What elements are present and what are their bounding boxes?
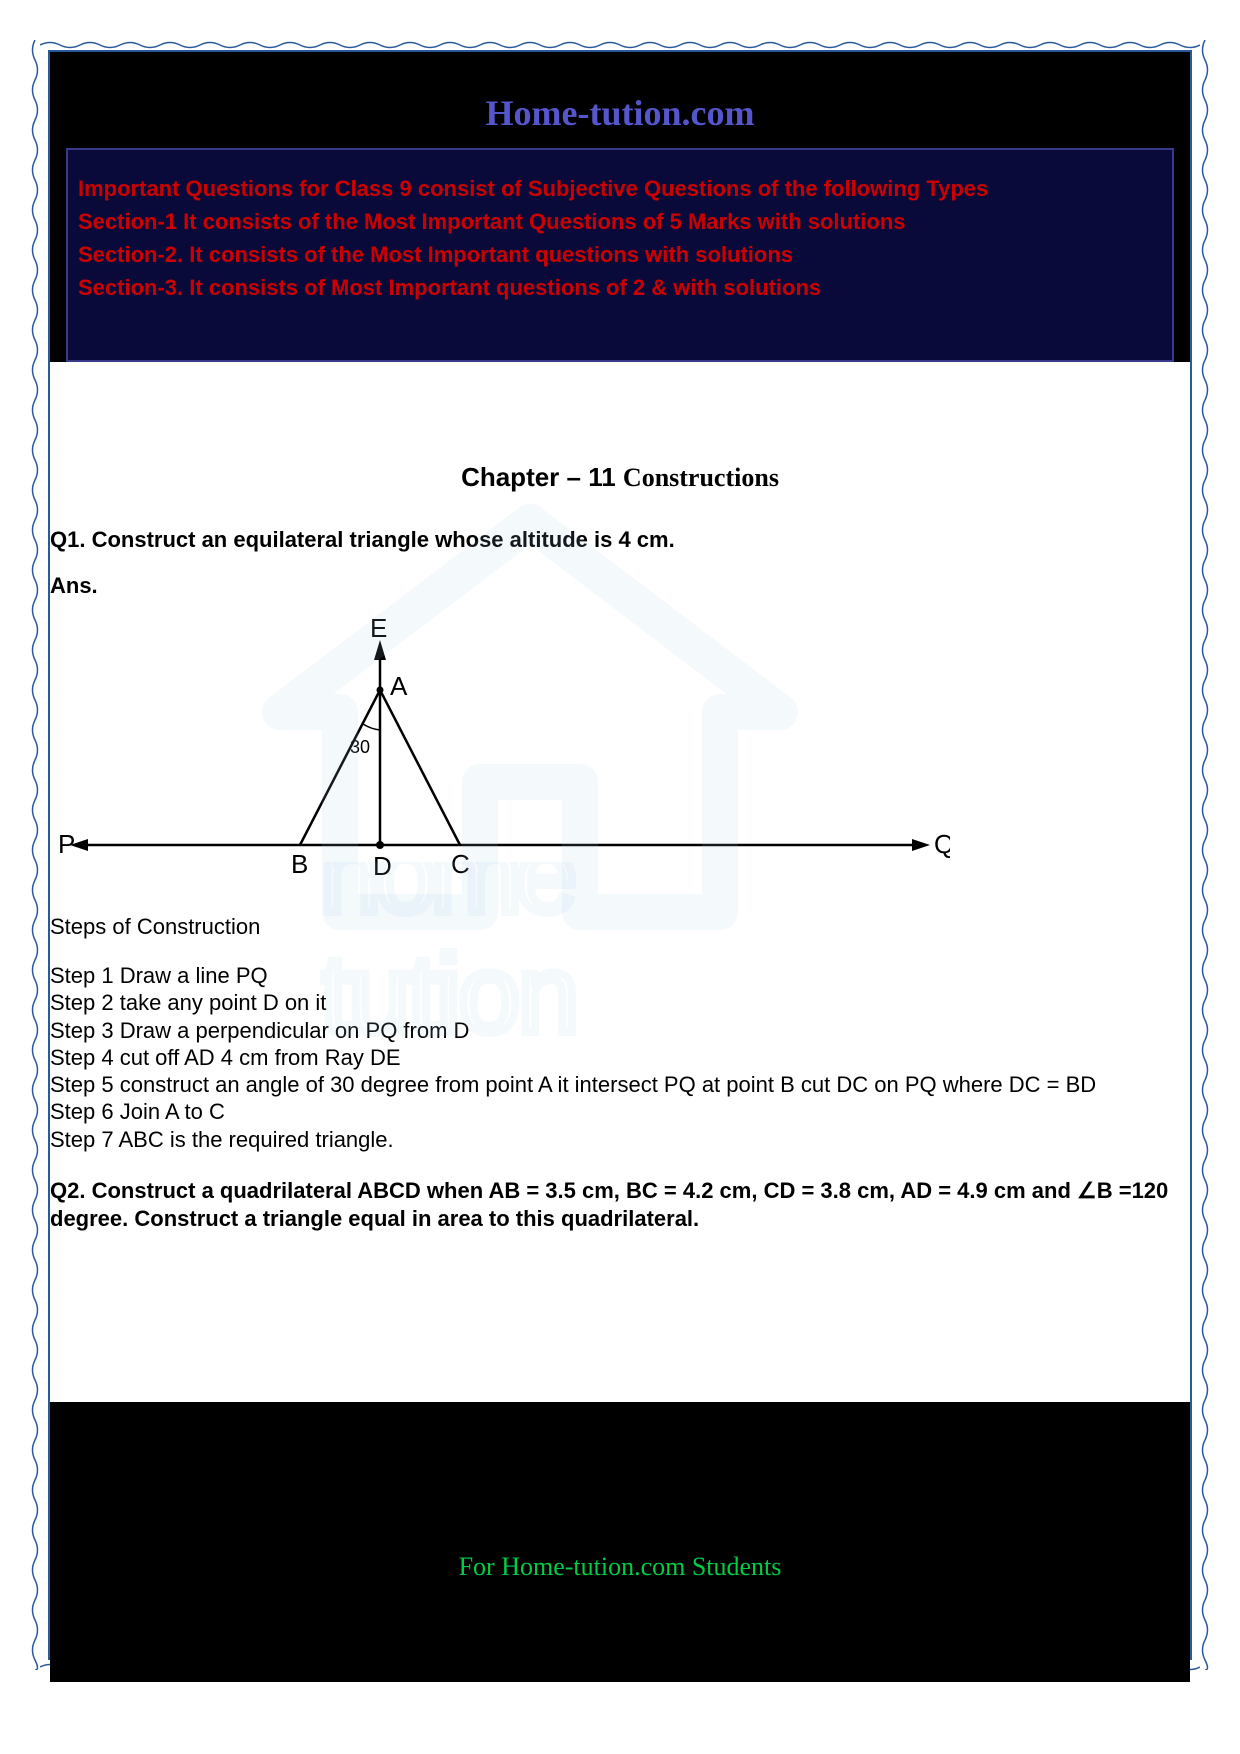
chapter-name: Constructions [623,463,779,492]
triangle-diagram: P Q B C D A E 30 [50,615,950,895]
info-line-1: Section-1 It consists of the Most Import… [78,205,1162,238]
step-2: Step 2 take any point D on it [50,989,1190,1016]
content-area: home tution Chapter – 11 Constructions Q… [50,362,1190,1402]
info-line-3: Section-3. It consists of Most Important… [78,271,1162,304]
label-Q: Q [934,829,950,859]
question-2: Q2. Construct a quadrilateral ABCD when … [50,1153,1190,1233]
info-box: Important Questions for Class 9 consist … [66,148,1174,362]
footer-text: For Home-tution.com Students [50,1552,1190,1582]
label-D: D [373,851,392,881]
label-A: A [390,671,408,701]
label-C: C [451,849,470,879]
step-7: Step 7 ABC is the required triangle. [50,1126,1190,1153]
border-wave-left [30,40,40,1670]
label-P: P [58,829,75,859]
steps-block: Step 1 Draw a line PQ Step 2 take any po… [50,944,1190,1153]
label-angle: 30 [350,737,370,757]
footer-area: For Home-tution.com Students [50,1402,1190,1682]
question-1: Q1. Construct an equilateral triangle wh… [50,513,1190,567]
info-line-0: Important Questions for Class 9 consist … [78,172,1162,205]
page-frame: Home-tution.com Important Questions for … [48,50,1192,1660]
border-wave-top [40,40,1200,50]
border-wave-right [1200,40,1210,1670]
chapter-prefix: Chapter – 11 [461,462,623,492]
step-1: Step 1 Draw a line PQ [50,962,1190,989]
label-B: B [291,849,308,879]
step-3: Step 3 Draw a perpendicular on PQ from D [50,1017,1190,1044]
site-title: Home-tution.com [50,52,1190,148]
steps-header: Steps of Construction [50,910,1190,944]
chapter-title: Chapter – 11 Constructions [50,362,1190,513]
info-line-2: Section-2. It consists of the Most Impor… [78,238,1162,271]
step-5: Step 5 construct an angle of 30 degree f… [50,1071,1190,1098]
label-E: E [370,615,387,643]
step-6: Step 6 Join A to C [50,1098,1190,1125]
answer-label: Ans. [50,567,1190,605]
step-4: Step 4 cut off AD 4 cm from Ray DE [50,1044,1190,1071]
